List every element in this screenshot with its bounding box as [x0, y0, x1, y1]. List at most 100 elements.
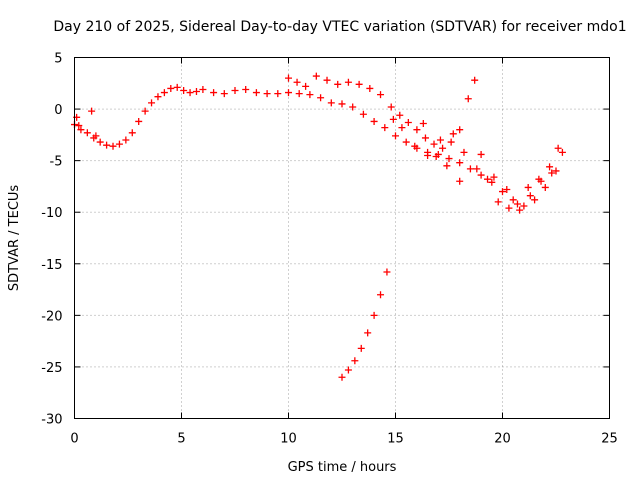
data-point: [377, 91, 385, 99]
data-point: [464, 95, 472, 103]
data-point: [293, 78, 301, 86]
x-tick-label: 25: [601, 432, 618, 447]
data-point: [312, 72, 320, 80]
data-point: [252, 89, 260, 97]
data-point: [344, 366, 352, 374]
data-point: [402, 138, 410, 146]
data-point: [220, 90, 228, 98]
data-point: [466, 165, 474, 173]
data-point: [122, 136, 130, 144]
data-point: [421, 134, 429, 142]
data-point: [192, 88, 200, 96]
data-point: [477, 171, 485, 179]
data-point: [186, 89, 194, 97]
data-point: [199, 85, 207, 93]
data-point: [419, 120, 427, 128]
data-point: [432, 153, 440, 161]
data-point: [366, 84, 374, 92]
data-point: [355, 80, 363, 88]
y-tick-label: -20: [41, 309, 62, 324]
data-point: [516, 206, 524, 214]
data-point: [349, 103, 357, 111]
data-point: [344, 78, 352, 86]
data-point: [327, 99, 335, 107]
series-lower-branch: [338, 268, 391, 381]
data-point: [411, 142, 419, 150]
data-point: [364, 329, 372, 337]
data-point: [173, 83, 181, 91]
data-point: [520, 202, 528, 210]
data-point: [383, 268, 391, 276]
data-point: [317, 94, 325, 102]
data-point: [96, 138, 104, 146]
data-point: [484, 175, 492, 183]
data-point: [381, 124, 389, 132]
x-tick-label: 10: [280, 432, 297, 447]
data-point: [443, 162, 451, 170]
data-point: [471, 76, 479, 84]
data-point: [75, 122, 83, 130]
data-point: [302, 82, 310, 90]
data-point: [338, 100, 346, 108]
data-point: [135, 117, 143, 125]
series-upper-arcs: [285, 72, 479, 152]
data-point: [263, 90, 271, 98]
axis-ticks: 0 5 10 15 20 25 -30 -25 -20 -15 -10 -5 0 5: [41, 52, 618, 447]
data-point: [404, 118, 412, 126]
data-point: [370, 311, 378, 319]
data-point: [531, 196, 539, 204]
y-axis-label: SDTVAR / TECUs: [7, 185, 22, 292]
data-point: [242, 85, 250, 93]
data-point: [509, 196, 517, 204]
data-point: [295, 90, 303, 98]
data-point: [359, 110, 367, 118]
data-point: [445, 155, 453, 163]
data-points: [71, 72, 566, 381]
data-point: [456, 126, 464, 134]
data-point: [103, 141, 111, 149]
data-point: [92, 132, 100, 140]
data-point: [436, 136, 444, 144]
data-point: [334, 80, 342, 88]
data-point: [499, 188, 506, 196]
chart-title: Day 210 of 2025, Sidereal Day-to-day VTE…: [53, 19, 626, 35]
y-tick-label: -10: [41, 206, 62, 221]
data-point: [306, 91, 314, 99]
data-point: [392, 132, 399, 140]
data-point: [526, 192, 534, 200]
data-point: [447, 138, 455, 146]
x-tick-label: 0: [70, 432, 78, 447]
data-point: [460, 148, 468, 156]
data-point: [148, 99, 156, 107]
data-point: [128, 129, 136, 137]
data-point: [389, 115, 397, 123]
y-tick-label: -15: [41, 258, 62, 273]
x-tick-label: 15: [387, 432, 404, 447]
plot-border: [74, 57, 610, 419]
data-point: [477, 150, 485, 158]
data-point: [396, 111, 404, 119]
data-point: [377, 291, 385, 299]
data-point: [558, 148, 566, 156]
data-point: [109, 142, 117, 150]
y-tick-label: -25: [41, 361, 62, 376]
x-tick-label: 20: [494, 432, 511, 447]
data-point: [430, 140, 438, 148]
data-point: [552, 167, 560, 175]
data-point: [413, 126, 421, 134]
data-point: [285, 89, 292, 97]
data-point: [546, 163, 554, 171]
data-point: [154, 93, 162, 101]
data-point: [488, 178, 496, 186]
data-point: [231, 87, 239, 95]
x-axis-label: GPS time / hours: [288, 460, 397, 475]
data-point: [548, 169, 556, 177]
series-main-band: [71, 83, 566, 210]
data-point: [88, 107, 96, 115]
data-point: [535, 175, 543, 183]
data-point: [285, 74, 292, 82]
y-tick-label: -5: [50, 155, 63, 170]
data-point: [503, 186, 511, 194]
data-point: [338, 373, 346, 381]
